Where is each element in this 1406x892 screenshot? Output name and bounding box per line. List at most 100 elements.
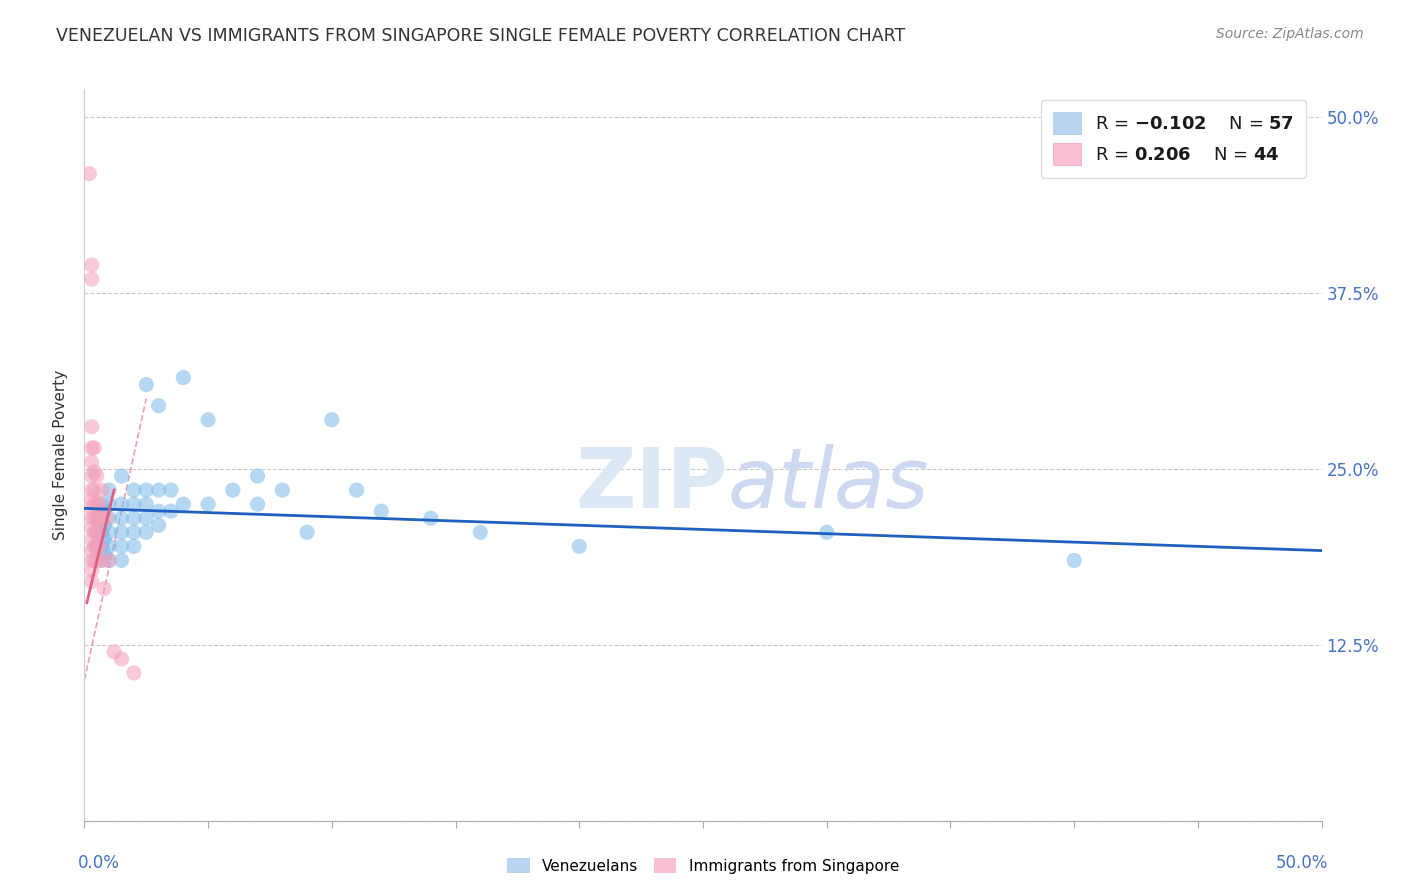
Point [135,525,157,540]
Point [79,167,101,181]
Point [83,525,105,540]
Point [98,525,121,540]
Point [83,497,105,511]
Point [110,469,132,483]
Point [470,525,492,540]
Point [110,553,132,567]
Point [83,441,105,455]
Text: VENEZUELAN VS IMMIGRANTS FROM SINGAPORE SINGLE FEMALE POVERTY CORRELATION CHART: VENEZUELAN VS IMMIGRANTS FROM SINGAPORE … [56,27,905,45]
Point [148,399,170,413]
Point [135,377,157,392]
Point [86,539,108,553]
Point [93,518,115,533]
Point [110,525,132,540]
Point [90,525,112,540]
Point [80,455,103,469]
Point [98,483,121,497]
Point [93,504,115,518]
Point [90,539,112,553]
Point [80,419,103,434]
Point [80,511,103,525]
Point [271,483,294,497]
Point [93,533,115,547]
Point [160,483,183,497]
Point [86,497,108,511]
Text: 50.0%: 50.0% [1275,854,1327,871]
Point [122,665,145,680]
Point [103,645,125,659]
Point [89,525,111,540]
Point [815,525,838,540]
Point [122,539,145,553]
Point [90,511,112,525]
Point [89,539,111,553]
Point [110,497,132,511]
Point [122,497,145,511]
Point [98,497,121,511]
Point [90,553,112,567]
Point [80,553,103,567]
Point [246,497,269,511]
Text: 0.0%: 0.0% [79,854,120,871]
Point [98,553,121,567]
Point [90,497,112,511]
Point [86,525,108,540]
Point [80,533,103,547]
Point [80,272,103,286]
Text: Source: ZipAtlas.com: Source: ZipAtlas.com [1216,27,1364,41]
Point [90,483,112,497]
Point [110,652,132,666]
Point [98,553,121,567]
Point [93,546,115,560]
Legend: R = $\mathbf{-0.102}$    N = $\mathbf{57}$, R = $\mathbf{0.206}$    N = $\mathbf: R = $\mathbf{-0.102}$ N = $\mathbf{57}$,… [1040,100,1306,178]
Point [80,441,103,455]
Point [122,483,145,497]
Point [419,511,441,525]
Point [86,539,108,553]
Point [86,511,108,525]
Point [98,539,121,553]
Point [80,469,103,483]
Point [98,511,121,525]
Point [89,511,111,525]
Point [93,582,115,596]
Point [295,525,318,540]
Point [321,413,343,427]
Point [83,539,105,553]
Point [197,497,219,511]
Point [197,413,219,427]
Point [96,511,118,525]
Point [135,497,157,511]
Point [135,483,157,497]
Point [86,511,108,525]
Point [86,553,108,567]
Point [80,543,103,558]
Text: ZIP: ZIP [575,443,728,524]
Point [172,370,194,384]
Point [83,511,105,525]
Point [80,483,103,497]
Point [246,469,269,483]
Point [346,483,368,497]
Point [80,492,103,507]
Legend: Venezuelans, Immigrants from Singapore: Venezuelans, Immigrants from Singapore [501,852,905,880]
Point [83,553,105,567]
Point [86,469,108,483]
Point [222,483,245,497]
Point [148,518,170,533]
Point [80,563,103,577]
Point [1063,553,1085,567]
Point [122,525,145,540]
Point [89,497,111,511]
Point [90,511,112,525]
Point [148,504,170,518]
Point [83,465,105,479]
Point [370,504,392,518]
Point [80,501,103,516]
Point [110,539,132,553]
Point [172,497,194,511]
Point [90,553,112,567]
Text: atlas: atlas [728,443,929,524]
Point [135,511,157,525]
Point [83,483,105,497]
